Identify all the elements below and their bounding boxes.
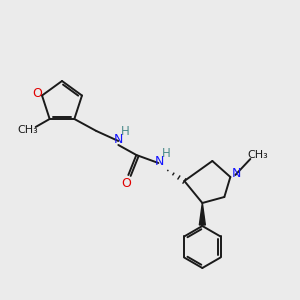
Text: N: N	[114, 134, 123, 146]
Text: H: H	[162, 148, 171, 160]
Text: CH₃: CH₃	[247, 150, 268, 160]
Text: N: N	[155, 155, 164, 169]
Text: CH₃: CH₃	[17, 125, 38, 135]
Text: O: O	[32, 87, 42, 100]
Text: O: O	[122, 178, 131, 190]
Polygon shape	[199, 203, 205, 225]
Text: H: H	[121, 125, 130, 139]
Text: N: N	[232, 167, 241, 181]
